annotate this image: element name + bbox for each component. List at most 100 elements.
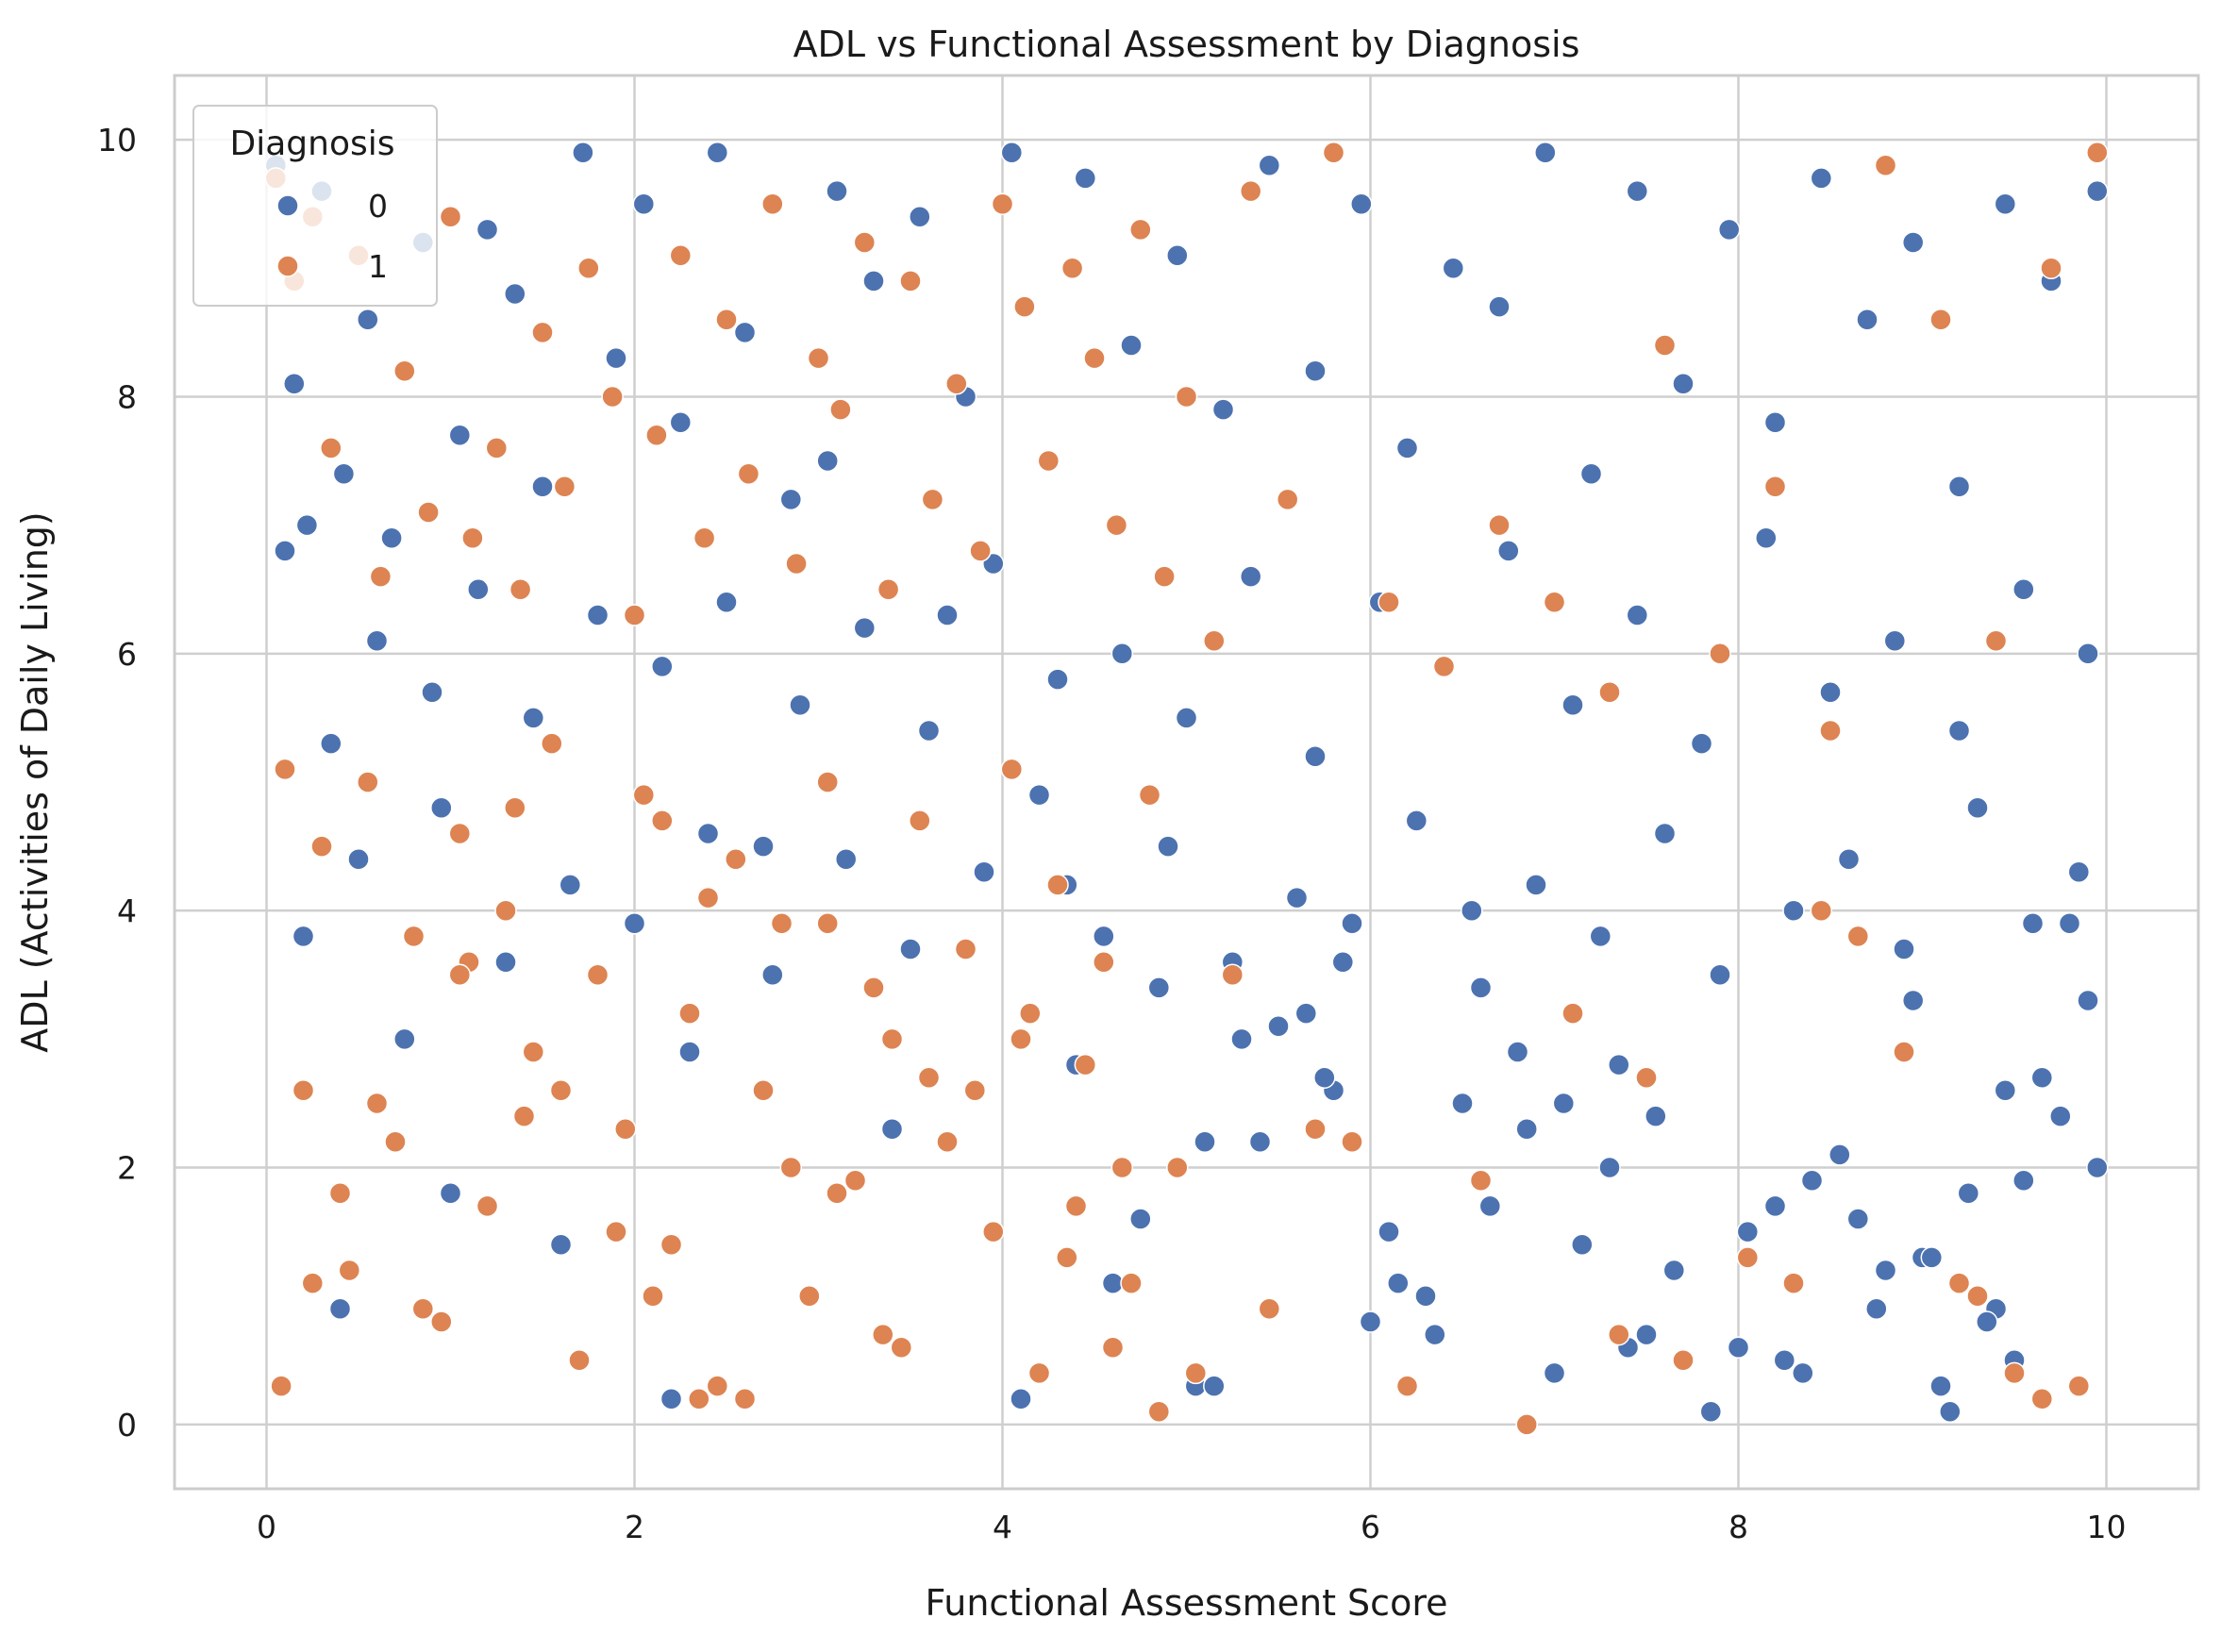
y-tick-label: 4 <box>117 893 137 929</box>
data-point-series-1 <box>541 732 563 755</box>
data-point-series-0 <box>1645 1105 1667 1127</box>
data-point-series-0 <box>1010 1387 1032 1410</box>
data-point-series-0 <box>1736 1220 1760 1243</box>
data-point-series-0 <box>1304 359 1327 382</box>
data-point-series-0 <box>531 476 554 498</box>
data-point-series-1 <box>936 1130 959 1154</box>
data-point-series-0 <box>1755 526 1778 550</box>
data-point-series-0 <box>1929 1375 1952 1397</box>
data-point-series-0 <box>1387 1272 1410 1294</box>
data-point-series-1 <box>1060 257 1084 280</box>
data-point-series-1 <box>969 540 992 562</box>
data-point-series-0 <box>1194 1130 1216 1154</box>
data-point-series-0 <box>1856 308 1879 331</box>
data-point-series-1 <box>1653 334 1677 357</box>
data-point-series-1 <box>2040 257 2062 280</box>
data-point-series-0 <box>2058 912 2081 935</box>
data-point-series-0 <box>1000 141 1024 164</box>
data-point-series-1 <box>1027 1361 1051 1385</box>
data-point-series-1 <box>645 424 668 447</box>
data-point-series-1 <box>365 1092 389 1115</box>
data-point-series-0 <box>1175 707 1198 729</box>
data-point-series-1 <box>1304 1117 1327 1141</box>
data-point-series-1 <box>1037 449 1060 473</box>
data-point-series-1 <box>1258 1297 1281 1321</box>
data-point-series-0 <box>2049 1105 2072 1127</box>
data-point-series-0 <box>1120 334 1143 357</box>
data-point-series-1 <box>632 783 656 807</box>
data-point-series-1 <box>1378 591 1400 614</box>
legend: Diagnosis 01 <box>192 105 438 307</box>
data-point-series-0 <box>789 693 811 717</box>
data-point-series-1 <box>909 809 931 832</box>
data-point-series-0 <box>936 604 959 626</box>
data-point-series-1 <box>1013 295 1036 318</box>
data-point-series-0 <box>1166 243 1189 267</box>
data-point-series-1 <box>494 899 517 922</box>
data-point-series-1 <box>770 912 793 935</box>
data-point-series-0 <box>1874 1259 1897 1282</box>
data-point-series-0 <box>669 410 693 434</box>
data-point-series-1 <box>752 1079 775 1102</box>
y-axis-label: ADL (Activities of Daily Living) <box>14 511 56 1053</box>
data-point-series-0 <box>1543 1361 1566 1385</box>
data-point-series-0 <box>448 424 472 447</box>
data-point-series-0 <box>1994 192 2017 215</box>
data-point-series-0 <box>1110 642 1134 665</box>
data-point-series-1 <box>614 1117 637 1141</box>
data-point-series-1 <box>439 206 462 228</box>
data-point-series-0 <box>1341 912 1363 935</box>
data-point-series-1 <box>669 243 693 267</box>
data-point-series-0 <box>1147 976 1171 999</box>
data-point-series-1 <box>1101 1336 1125 1359</box>
data-point-series-0 <box>1497 540 1520 562</box>
data-point-series-0 <box>1350 192 1373 215</box>
data-point-series-1 <box>1763 476 1787 498</box>
data-point-series-0 <box>1672 373 1695 395</box>
data-point-series-0 <box>1782 899 1805 922</box>
data-point-series-0 <box>1901 989 1925 1012</box>
data-point-series-1 <box>623 604 646 626</box>
data-point-series-1 <box>274 758 296 781</box>
data-point-series-1 <box>1515 1413 1538 1436</box>
data-point-series-0 <box>1709 963 1731 987</box>
y-tick-label: 8 <box>117 378 137 415</box>
data-point-series-0 <box>1258 154 1281 177</box>
data-point-series-0 <box>2067 860 2091 884</box>
data-point-series-1 <box>553 476 576 498</box>
data-point-series-1 <box>1276 488 1299 511</box>
data-point-series-0 <box>586 604 610 626</box>
y-tick-label: 0 <box>117 1407 137 1443</box>
data-point-series-0 <box>2012 577 2035 601</box>
data-point-series-1 <box>1672 1349 1695 1372</box>
data-point-series-1 <box>1929 308 1952 331</box>
data-point-series-1 <box>678 1002 701 1025</box>
y-tick-label: 2 <box>117 1150 137 1187</box>
data-point-series-0 <box>605 346 627 370</box>
y-tick-label: 10 <box>97 122 137 159</box>
data-point-series-0 <box>1819 680 1842 704</box>
data-point-series-0 <box>1461 899 1483 922</box>
data-point-series-0 <box>1424 1323 1446 1346</box>
data-point-series-1 <box>2030 1387 2054 1410</box>
legend-title: Diagnosis <box>230 125 395 163</box>
data-point-series-1 <box>2003 1361 2026 1385</box>
data-point-series-1 <box>917 1066 941 1089</box>
data-point-series-1 <box>1184 1361 1208 1385</box>
data-point-series-0 <box>1267 1014 1290 1038</box>
data-point-series-1 <box>1984 629 2008 652</box>
data-point-series-0 <box>1800 1169 1824 1192</box>
data-point-series-1 <box>461 526 484 550</box>
data-point-series-0 <box>504 282 526 306</box>
data-point-series-0 <box>549 1233 573 1257</box>
data-point-series-0 <box>1635 1323 1658 1346</box>
data-point-series-1 <box>1488 513 1511 537</box>
data-point-series-0 <box>826 179 848 203</box>
data-point-series-1 <box>954 938 977 960</box>
data-point-series-0 <box>623 912 646 935</box>
data-point-series-1 <box>991 192 1014 215</box>
data-point-series-0 <box>1994 1079 2017 1102</box>
data-point-series-0 <box>816 449 839 473</box>
data-point-series-1 <box>693 526 716 550</box>
